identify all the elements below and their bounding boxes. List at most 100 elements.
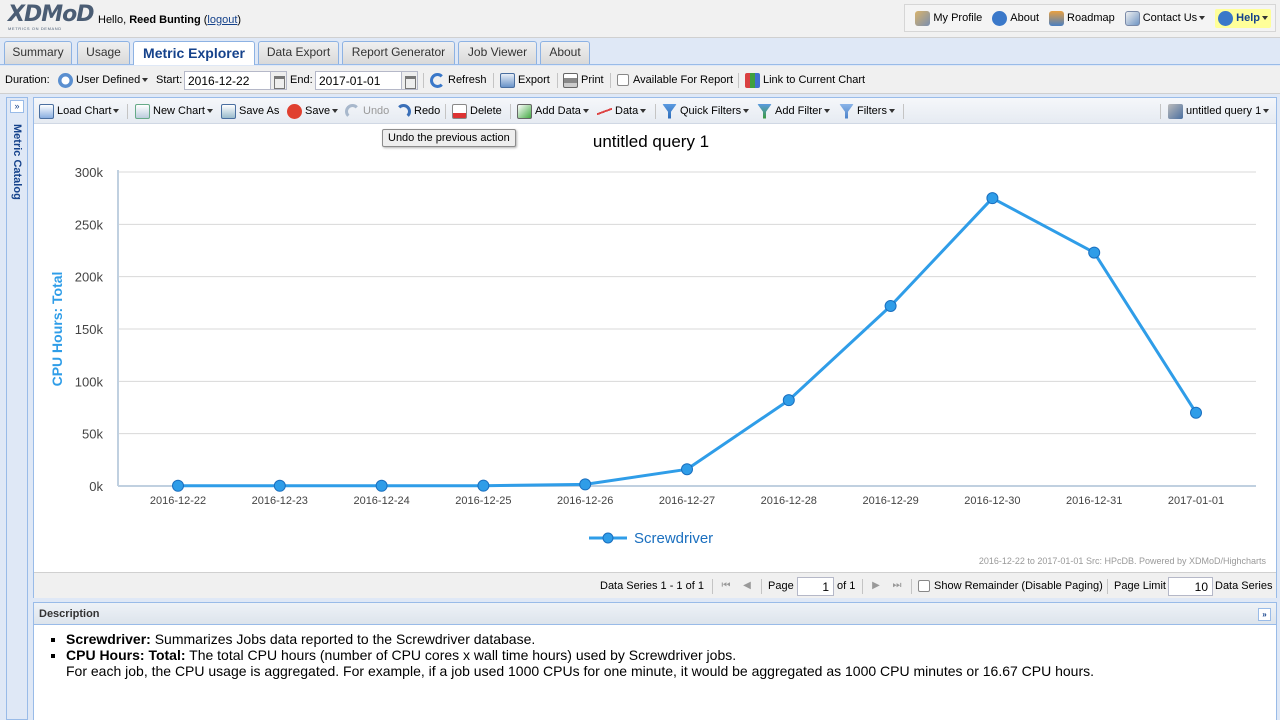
- data-point[interactable]: [782, 394, 795, 407]
- user-name: Reed Bunting: [129, 14, 201, 26]
- description-title: Description: [39, 608, 100, 620]
- toolbar-separator: [557, 73, 558, 88]
- roadmap-link[interactable]: Roadmap: [1049, 10, 1115, 26]
- toolbar-separator: [712, 579, 713, 594]
- about-link[interactable]: About: [992, 10, 1040, 26]
- contact-us-menu[interactable]: Contact Us: [1124, 10, 1206, 26]
- series-line[interactable]: [178, 196, 1198, 488]
- tab-summary[interactable]: Summary: [4, 41, 72, 64]
- page-limit-input[interactable]: 10: [1168, 577, 1213, 596]
- chevron-down-icon: [824, 109, 831, 113]
- tab-job-viewer[interactable]: Job Viewer: [458, 41, 537, 64]
- data-point[interactable]: [172, 479, 184, 492]
- logout-link[interactable]: logout: [207, 14, 238, 26]
- series-points: [172, 192, 1202, 492]
- show-remainder-checkbox[interactable]: Show Remainder (Disable Paging): [918, 573, 1103, 599]
- link-to-chart-button[interactable]: Link to Current Chart: [745, 66, 865, 94]
- load-chart-button[interactable]: Load Chart: [39, 98, 120, 124]
- data-point[interactable]: [681, 463, 693, 476]
- chevron-down-icon: [582, 109, 589, 113]
- export-button[interactable]: Export: [500, 66, 550, 94]
- add-data-icon: [517, 103, 532, 119]
- info-icon: [992, 10, 1008, 26]
- description-panel: Description » Screwdriver: Summarizes Jo…: [33, 602, 1277, 720]
- legend[interactable]: Screwdriver: [589, 530, 713, 547]
- help-menu[interactable]: Help: [1215, 8, 1271, 28]
- x-tick-label: 2016-12-22: [150, 495, 206, 507]
- x-tick-label: 2016-12-25: [455, 495, 511, 507]
- checkbox-icon: [617, 74, 629, 86]
- page-number-input[interactable]: 1: [797, 577, 834, 596]
- tab-data-export[interactable]: Data Export: [258, 41, 339, 64]
- print-button[interactable]: Print: [563, 66, 604, 94]
- chart-title[interactable]: untitled query 1: [593, 132, 709, 151]
- about-label: About: [1010, 12, 1040, 24]
- metric-catalog-collapsed: » Metric Catalog: [6, 97, 28, 720]
- delete-button[interactable]: Delete: [452, 98, 502, 124]
- data-series-label: Data Series: [1215, 580, 1273, 592]
- my-profile-link[interactable]: My Profile: [915, 10, 982, 26]
- save-label: Save: [305, 105, 331, 117]
- prev-page-icon[interactable]: ◀: [743, 580, 751, 591]
- duration-value: User Defined: [76, 74, 141, 86]
- xdmod-logo: XDMoD METRICS ON DEMAND: [8, 4, 95, 32]
- main-tabs: Summary Usage Metric Explorer Data Expor…: [0, 38, 1280, 65]
- toolbar-separator: [493, 73, 494, 88]
- tab-metric-explorer[interactable]: Metric Explorer: [133, 41, 255, 65]
- data-point[interactable]: [884, 299, 897, 312]
- start-label: Start:: [156, 74, 183, 86]
- tab-report-generator[interactable]: Report Generator: [342, 41, 455, 64]
- data-point[interactable]: [986, 192, 999, 205]
- query-name-menu[interactable]: untitled query 1: [1168, 98, 1270, 124]
- data-series-icon: [597, 103, 612, 119]
- refresh-button[interactable]: Refresh: [430, 66, 487, 94]
- add-data-button[interactable]: Add Data: [517, 98, 589, 124]
- x-tick-label: 2016-12-30: [964, 495, 1020, 507]
- end-date-input[interactable]: 2017-01-01: [315, 71, 402, 90]
- y-axis-label[interactable]: CPU Hours: Total: [49, 272, 65, 387]
- end-date-picker-button[interactable]: [401, 71, 418, 90]
- first-page-icon[interactable]: ⏮: [721, 580, 731, 591]
- start-date-picker-button[interactable]: [270, 71, 287, 90]
- y-tick-label: 50k: [82, 427, 103, 442]
- save-as-button[interactable]: Save As: [221, 98, 279, 124]
- description-term: CPU Hours: Total:: [66, 647, 186, 663]
- save-menu-button[interactable]: Save: [287, 98, 339, 124]
- data-point[interactable]: [1190, 406, 1202, 419]
- toolbar-separator: [761, 579, 762, 594]
- toolbar-separator: [423, 73, 424, 88]
- tab-usage[interactable]: Usage: [77, 41, 130, 64]
- data-point[interactable]: [579, 478, 592, 491]
- export-icon: [500, 72, 515, 88]
- available-for-report-checkbox[interactable]: Available For Report: [617, 66, 733, 94]
- data-point[interactable]: [477, 479, 490, 492]
- last-page-icon[interactable]: ⏭: [892, 580, 902, 591]
- undo-button[interactable]: Undo: [345, 98, 389, 124]
- next-page-icon[interactable]: ▶: [872, 580, 880, 591]
- data-point[interactable]: [273, 479, 286, 492]
- duration-select[interactable]: User Defined: [58, 66, 149, 94]
- legend-series-name[interactable]: Screwdriver: [634, 530, 713, 547]
- quick-filters-button[interactable]: Quick Filters: [662, 98, 750, 124]
- chart-credits[interactable]: 2016-12-22 to 2017-01-01 Src: HPcDB. Pow…: [979, 556, 1267, 566]
- data-button[interactable]: Data: [597, 98, 647, 124]
- toolbar-separator: [1107, 579, 1108, 594]
- checkbox-icon: [918, 580, 930, 592]
- new-chart-button[interactable]: New Chart: [135, 98, 213, 124]
- filters-button[interactable]: Filters: [839, 98, 895, 124]
- expand-catalog-button[interactable]: »: [10, 100, 24, 113]
- collapse-description-button[interactable]: »: [1258, 608, 1271, 621]
- add-filter-button[interactable]: Add Filter: [757, 98, 831, 124]
- redo-button[interactable]: Redo: [396, 98, 440, 124]
- data-point[interactable]: [1088, 246, 1101, 259]
- chevron-down-icon: [113, 109, 120, 113]
- chevron-down-icon: [640, 109, 647, 113]
- toolbar-separator: [610, 73, 611, 88]
- data-point[interactable]: [375, 479, 388, 492]
- start-date-input[interactable]: 2016-12-22: [184, 71, 271, 90]
- metric-catalog-label[interactable]: Metric Catalog: [11, 124, 23, 200]
- chevron-down-icon: [332, 109, 339, 113]
- contact-us-label: Contact Us: [1142, 12, 1198, 24]
- tab-about[interactable]: About: [540, 41, 590, 64]
